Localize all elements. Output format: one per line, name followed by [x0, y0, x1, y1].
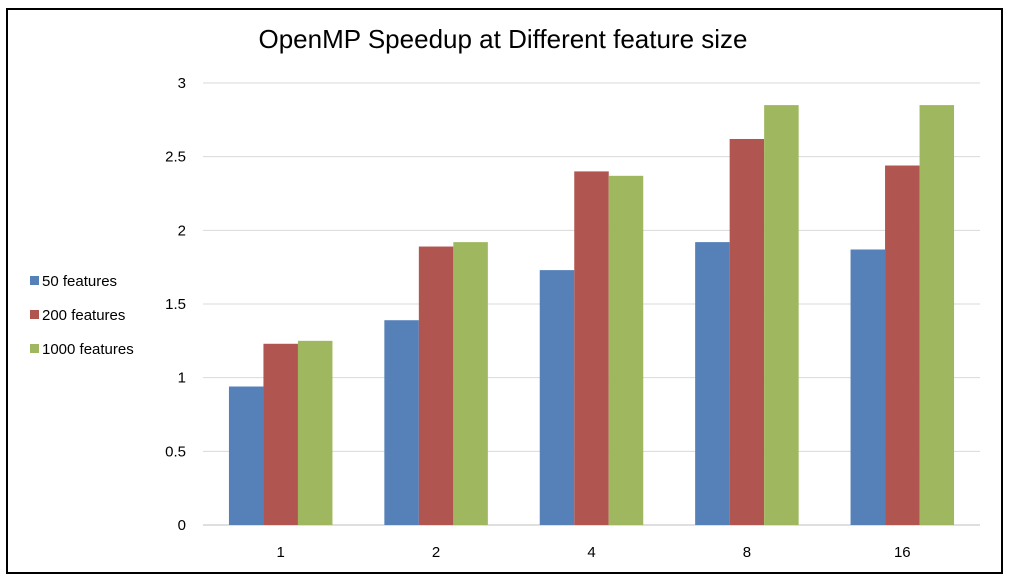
bar-200-features-4 — [574, 171, 609, 525]
bar-50-features-1 — [228, 386, 264, 525]
y-tick-label: 2.5 — [165, 149, 186, 166]
y-tick-label: 0 — [178, 517, 186, 534]
bar-50-features-4 — [539, 270, 575, 525]
y-tick-label: 2 — [178, 222, 186, 239]
y-tick-label: 1.5 — [165, 296, 186, 313]
bar-200-features-1 — [263, 343, 298, 525]
x-tick-label: 8 — [743, 544, 751, 561]
x-tick-label: 1 — [277, 544, 285, 561]
bar-50-features-16 — [850, 249, 886, 525]
legend-label: 200 features — [42, 307, 125, 324]
bar-1000-features-8 — [764, 105, 799, 525]
legend-swatch — [30, 310, 39, 319]
legend-label: 50 features — [42, 273, 117, 290]
y-tick-label: 3 — [178, 75, 186, 92]
bars — [228, 105, 955, 526]
bar-200-features-8 — [729, 138, 765, 525]
legend-label: 1000 features — [42, 341, 134, 358]
y-axis-ticks: 0 0.5 1 1.5 2 2.5 3 — [165, 75, 186, 534]
y-tick-label: 0.5 — [165, 443, 186, 460]
chart-title: OpenMP Speedup at Different feature size — [258, 24, 747, 54]
x-tick-label: 4 — [587, 544, 595, 561]
x-tick-label: 2 — [432, 544, 440, 561]
x-tick-label: 16 — [894, 544, 911, 561]
bar-50-features-2 — [384, 320, 419, 525]
chart-frame — [6, 8, 1003, 574]
bar-1000-features-2 — [453, 242, 488, 525]
legend-swatch — [30, 344, 39, 353]
bar-1000-features-16 — [919, 105, 955, 525]
bar-50-features-8 — [695, 242, 730, 525]
bar-200-features-2 — [418, 246, 454, 526]
legend-swatch — [30, 276, 39, 285]
bar-1000-features-4 — [608, 175, 644, 525]
legend: 50 features 200 features 1000 features — [30, 273, 134, 358]
y-tick-label: 1 — [178, 370, 186, 387]
x-axis-ticks: 1 2 4 8 16 — [277, 544, 911, 561]
bar-1000-features-1 — [297, 340, 333, 525]
bar-200-features-16 — [885, 165, 920, 526]
